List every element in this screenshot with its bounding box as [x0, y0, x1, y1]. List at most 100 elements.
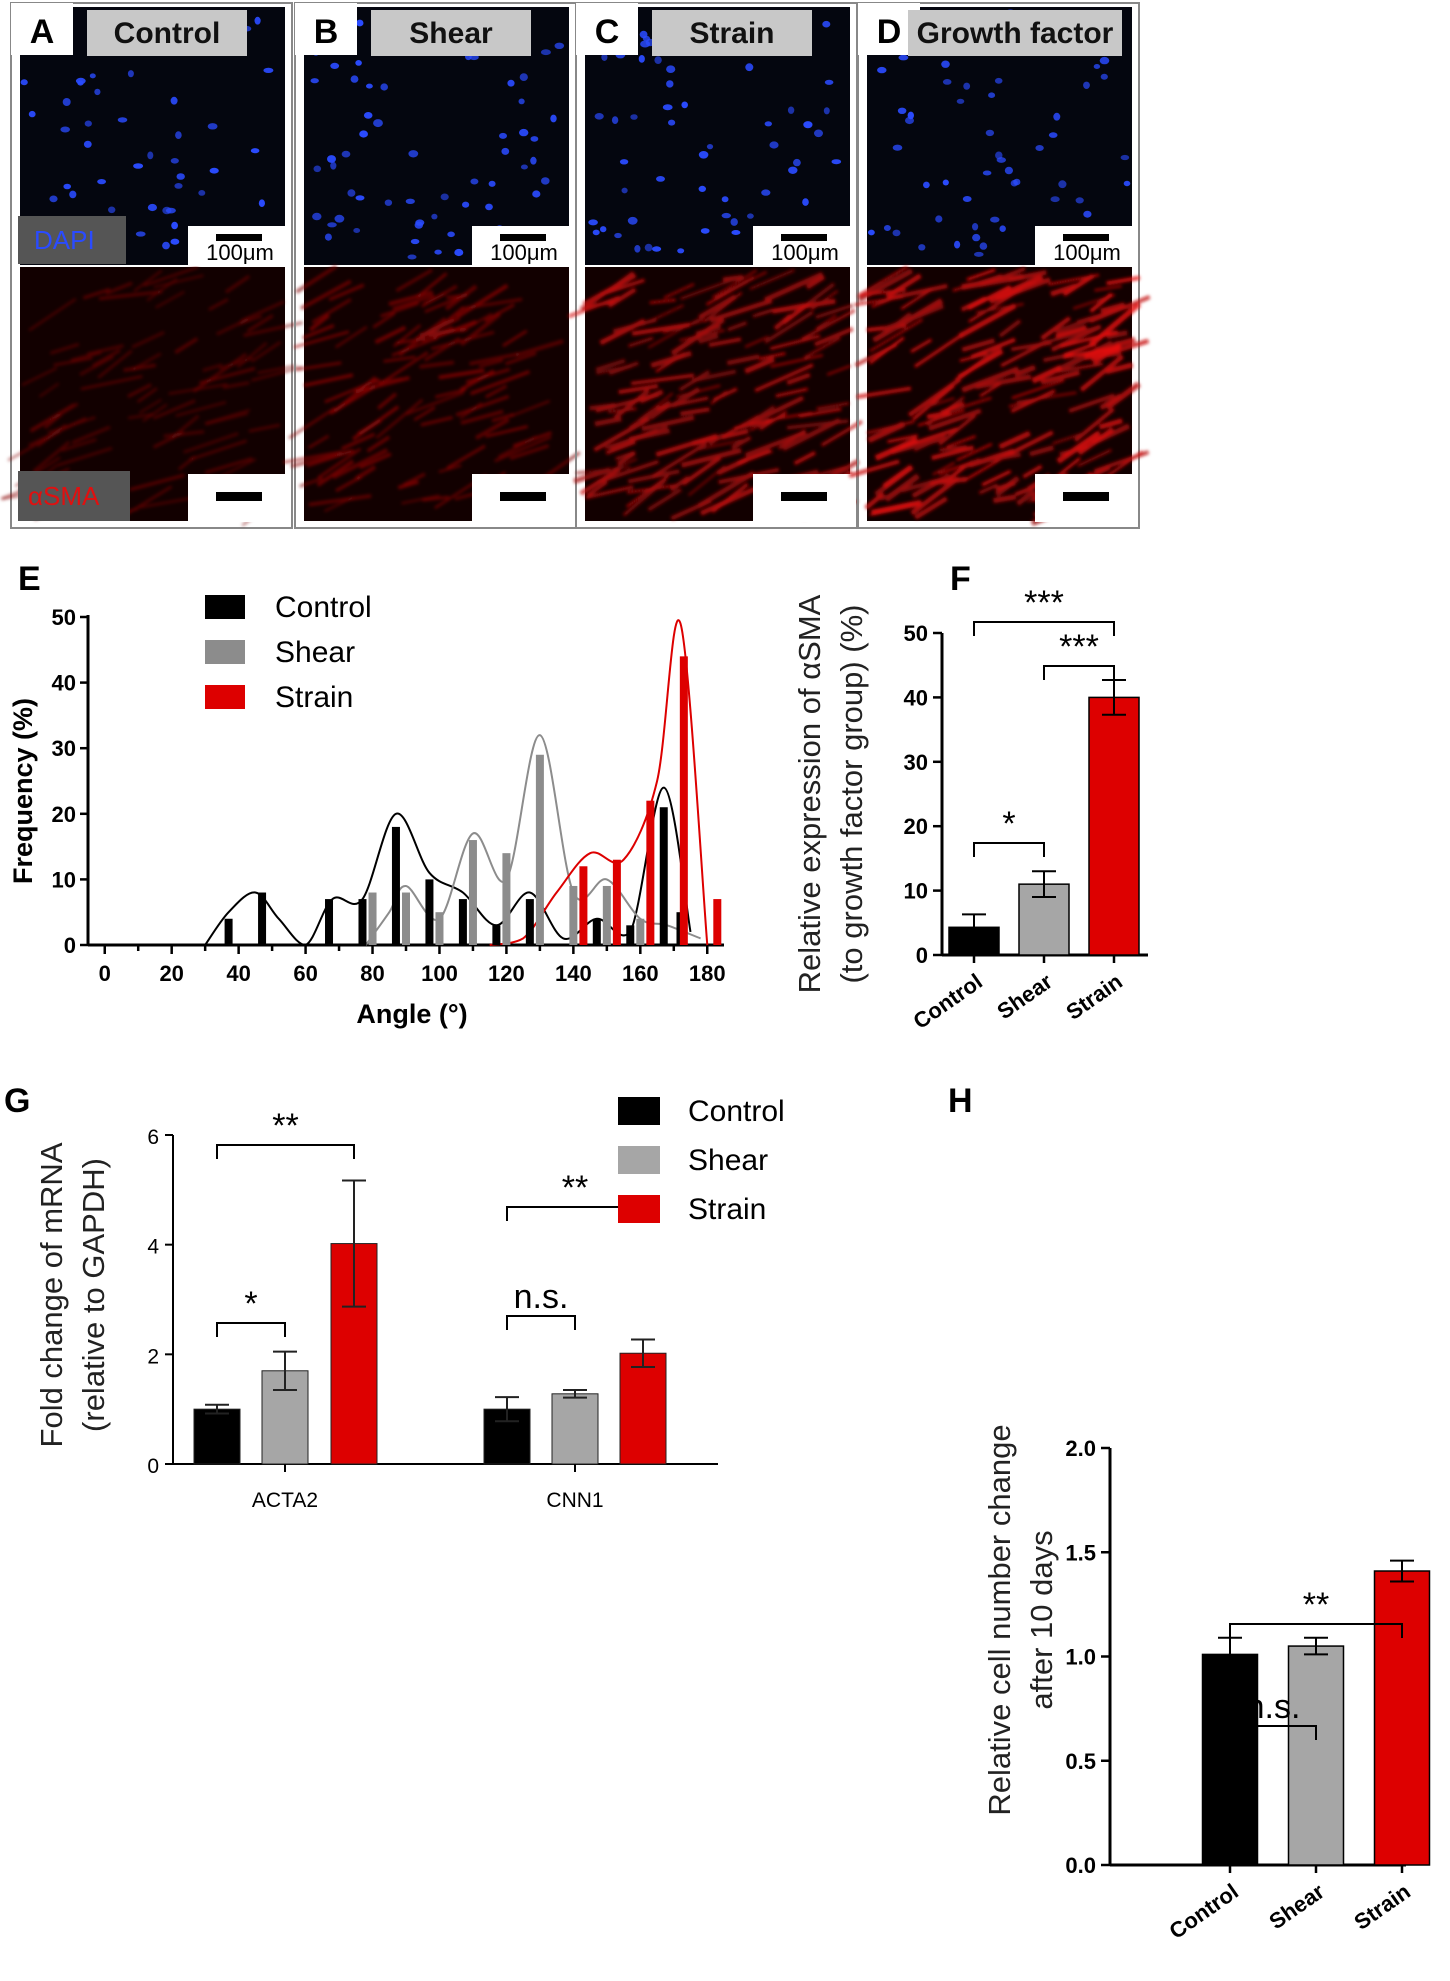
fiber	[484, 303, 515, 323]
fiber	[628, 392, 674, 429]
nucleus	[1099, 56, 1110, 65]
fiber	[627, 336, 654, 348]
fiber	[801, 308, 856, 341]
fiber	[328, 283, 365, 302]
fiber	[332, 448, 389, 480]
nucleus	[133, 163, 144, 169]
nucleus	[1083, 81, 1090, 90]
significance-bracket	[1043, 665, 1115, 680]
nucleus	[588, 219, 598, 226]
fiber	[910, 476, 960, 516]
fiber	[1105, 362, 1134, 375]
x-tick-label: Strain	[1349, 1879, 1414, 1935]
legend-label: Control	[275, 591, 372, 624]
fiber	[981, 469, 1012, 487]
fiber	[649, 298, 676, 305]
fiber	[142, 403, 168, 422]
nucleus	[941, 60, 950, 68]
fiber	[204, 411, 249, 426]
fiber	[961, 338, 996, 353]
nucleus	[831, 159, 842, 165]
fiber	[744, 335, 769, 348]
fiber	[378, 351, 429, 386]
fiber	[748, 395, 805, 426]
fit-curve-shear	[365, 734, 701, 946]
fiber	[444, 284, 478, 311]
fiber	[257, 364, 297, 375]
nucleus	[644, 243, 653, 252]
fiber	[515, 339, 564, 358]
bar-control	[325, 899, 334, 945]
y-axis-label: after 10 days	[1024, 1530, 1059, 1709]
nucleus	[706, 144, 714, 150]
nucleus	[600, 226, 607, 233]
microscopy-panels: A Control 100μm B Shear 100μm C Strain 100μm D Gro…	[0, 2, 1151, 529]
fiber	[956, 442, 993, 462]
fiber	[640, 304, 685, 327]
fiber	[786, 419, 849, 430]
fiber	[183, 432, 239, 454]
nucleus	[677, 248, 685, 254]
fiber	[914, 496, 948, 520]
fiber	[711, 269, 758, 299]
panel-letter: D	[877, 13, 902, 51]
scalebar-label: 100μm	[1053, 240, 1121, 265]
nucleus	[619, 159, 629, 165]
x-tick-label: 0	[99, 961, 111, 986]
letter-box	[295, 3, 357, 55]
nucleus	[666, 80, 674, 88]
fiber	[979, 382, 1002, 398]
fiber	[708, 337, 742, 348]
nucleus	[627, 216, 638, 225]
nucleus	[330, 161, 337, 170]
nucleus	[520, 164, 528, 170]
fiber	[958, 303, 1017, 339]
fiber	[97, 349, 133, 379]
chart-h-cell-number: H 0.0 0.5 1.0 1.5 2.0 Control Shear Strain n.s. **…	[948, 1082, 1431, 1944]
fiber-layer	[567, 268, 863, 521]
fiber	[655, 433, 718, 457]
x-tick-label: Strain	[1061, 969, 1126, 1025]
y-tick-label: 0	[147, 1455, 159, 1478]
fiber	[510, 400, 551, 418]
nucleus	[507, 79, 515, 87]
bar-control	[224, 918, 233, 945]
x-tick-label: 80	[360, 961, 384, 986]
bar-control	[1201, 1653, 1259, 1866]
nucleus	[384, 199, 393, 206]
nucleus	[60, 126, 70, 133]
fiber	[816, 401, 850, 411]
y-axis-label: Relative expression of αSMA	[792, 594, 827, 993]
nucleus	[462, 201, 470, 208]
nucleus	[353, 228, 361, 233]
fiber	[594, 416, 622, 427]
fiber	[869, 318, 924, 353]
panel-title: Shear	[409, 17, 493, 50]
fiber	[1089, 292, 1114, 314]
nucleus	[440, 193, 449, 201]
bar-strain	[579, 866, 588, 945]
bar-shear	[551, 1393, 599, 1465]
nucleus	[147, 203, 157, 212]
fiber	[80, 375, 143, 391]
fiber	[251, 341, 282, 363]
fiber	[478, 359, 504, 368]
fiber	[710, 390, 728, 405]
nucleus	[258, 199, 265, 207]
nucleus	[638, 55, 645, 63]
nucleus	[405, 198, 415, 204]
fiber	[1031, 365, 1063, 384]
fiber	[290, 449, 353, 468]
nucleus	[823, 107, 830, 115]
fiber	[105, 281, 133, 296]
nucleus	[250, 148, 260, 154]
fiber	[698, 294, 737, 320]
fiber	[293, 330, 350, 349]
nucleus	[814, 129, 823, 138]
nucleus	[972, 223, 979, 231]
y-tick-label: 40	[52, 671, 76, 696]
nucleus	[373, 119, 383, 128]
fiber	[1063, 344, 1122, 360]
fiber	[469, 352, 520, 366]
